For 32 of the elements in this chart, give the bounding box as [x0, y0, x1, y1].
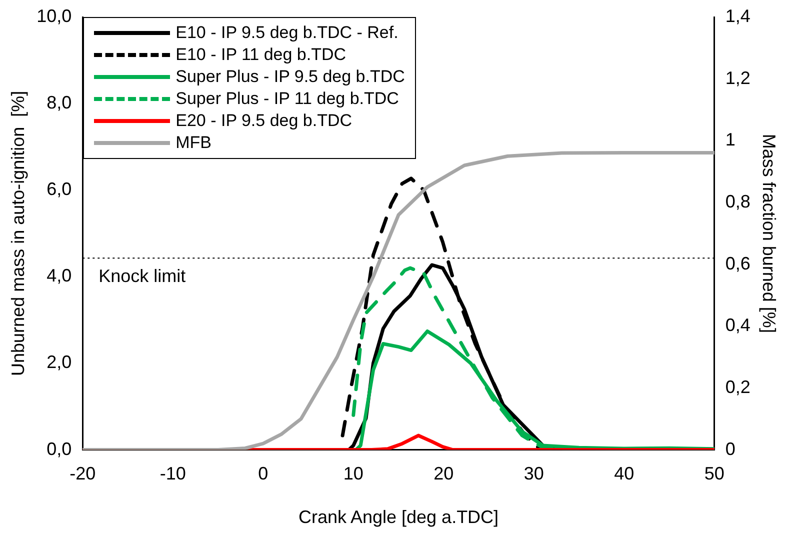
- y2-tick-label: 0,4: [725, 315, 750, 336]
- y-axis-title: Unburned mass in auto-ignition [%]: [8, 90, 28, 376]
- x-tick-label: 0: [258, 464, 268, 484]
- legend-label: E20 - IP 9.5 deg b.TDC: [176, 111, 352, 131]
- y-tick-label: 6,0: [46, 179, 72, 200]
- x-tick-label: 10: [343, 464, 364, 484]
- y-tick-label: 0,0: [46, 438, 72, 459]
- x-tick-label: 30: [524, 464, 544, 484]
- x-axis-title: Crank Angle [deg a.TDC]: [298, 507, 499, 528]
- x-tick-label: 50: [704, 464, 724, 484]
- y-tick-label: 10,0: [36, 6, 72, 26]
- legend-label: MFB: [176, 133, 212, 153]
- y2-tick-label: 0,6: [725, 253, 750, 274]
- y2-tick-label: 1: [725, 130, 736, 150]
- y2-tick-label: 1,4: [725, 6, 750, 26]
- y2-tick-label: 0,8: [725, 191, 750, 212]
- y2-tick-label: 1,2: [725, 68, 750, 88]
- y-tick-label: 4,0: [46, 266, 72, 286]
- legend-label: E10 - IP 9.5 deg b.TDC - Ref.: [176, 23, 398, 43]
- y-tick-label: 2,0: [46, 352, 72, 372]
- ref-line-label: Knock limit: [98, 266, 186, 286]
- legend-label: Super Plus - IP 9.5 deg b.TDC: [176, 67, 405, 87]
- legend-label: E10 - IP 11 deg b.TDC: [176, 45, 346, 65]
- y-tick-label: 8,0: [46, 92, 72, 113]
- x-tick-label: 40: [614, 464, 634, 484]
- legend-label: Super Plus - IP 11 deg b.TDC: [176, 89, 399, 109]
- y2-axis-title: Mass fraction burned [%]: [759, 134, 780, 333]
- x-tick-label: 20: [434, 464, 454, 484]
- y2-tick-label: 0,2: [725, 376, 750, 397]
- x-tick-label: -10: [160, 464, 186, 484]
- y2-tick-label: 0: [725, 438, 736, 459]
- x-tick-label: -20: [70, 464, 96, 484]
